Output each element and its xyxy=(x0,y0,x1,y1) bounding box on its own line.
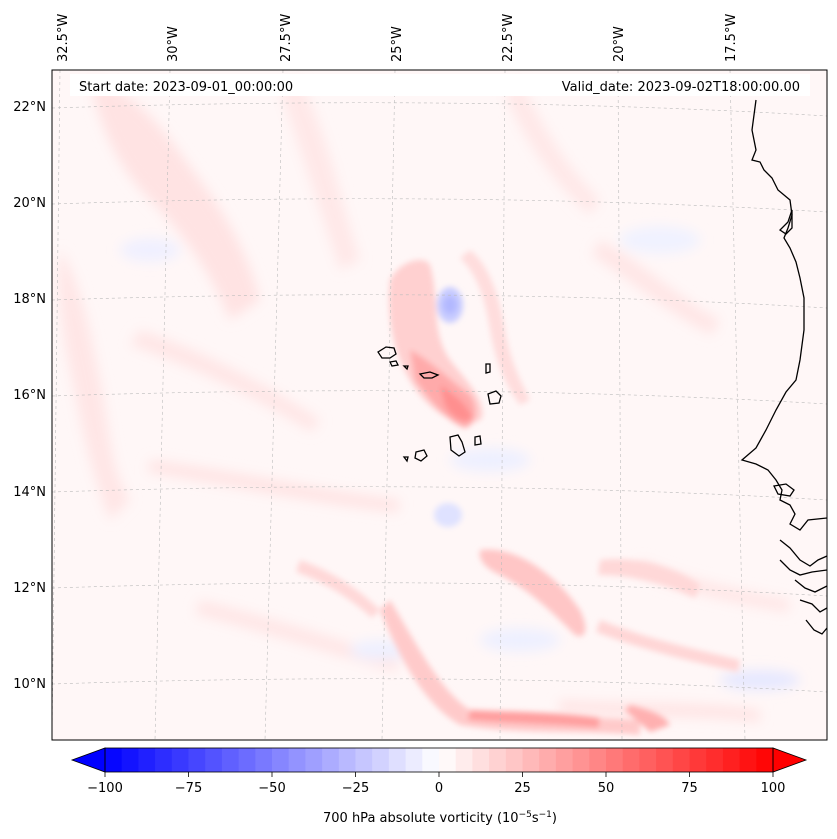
plot-area xyxy=(52,70,827,740)
colorbar-cell xyxy=(572,748,590,772)
island-brava xyxy=(402,456,409,463)
colorbar-cell xyxy=(238,748,256,772)
colorbar-cell xyxy=(606,748,624,772)
colorbar-cell xyxy=(305,748,323,772)
colorbar-tick-label: 75 xyxy=(681,781,698,796)
lat-label: 16°N xyxy=(13,388,46,403)
valid-date-label: Valid_date: 2023-09-02T18:00:00.00 xyxy=(562,80,800,95)
vorticity-field xyxy=(58,80,800,722)
colorbar-cell xyxy=(255,748,273,772)
latitude-labels: 22°N 20°N 18°N 16°N 14°N 12°N 10°N xyxy=(13,100,46,692)
island-fogo xyxy=(414,449,428,462)
colorbar-cell xyxy=(422,748,440,772)
colorbar-tick-label: 25 xyxy=(514,781,531,796)
colorbar-cell xyxy=(756,748,774,772)
island-maio xyxy=(474,435,482,446)
colorbar-tick-label: 0 xyxy=(435,781,443,796)
colorbar-cell xyxy=(522,748,540,772)
colorbar-cell xyxy=(221,748,239,772)
colorbar-tick-label: −100 xyxy=(87,781,123,796)
colorbar-cell xyxy=(322,748,340,772)
longitude-labels: 32.5°W 30°W 27.5°W 25°W 22.5°W 20°W 17.5… xyxy=(56,14,739,62)
island-santo-antao xyxy=(377,346,397,359)
plot-frame xyxy=(51,69,828,741)
header-box xyxy=(70,74,810,96)
lat-label: 18°N xyxy=(13,292,46,307)
lon-label: 30°W xyxy=(166,26,181,62)
colorbar-cell xyxy=(171,748,189,772)
colorbar-cell xyxy=(739,748,757,772)
lat-label: 12°N xyxy=(13,581,46,596)
colorbar-cell xyxy=(555,748,573,772)
colorbar-cell xyxy=(672,748,690,772)
colorbar-cell xyxy=(706,748,724,772)
africa-coastline xyxy=(740,99,827,635)
colorbar-tick-label: 50 xyxy=(598,781,615,796)
colorbar-cell xyxy=(405,748,423,772)
lon-label: 22.5°W xyxy=(501,14,516,62)
colorbar-cell xyxy=(689,748,707,772)
colorbar-cell xyxy=(272,748,290,772)
colorbar-cell xyxy=(639,748,657,772)
colorbar-cell xyxy=(622,748,640,772)
colorbar-cell xyxy=(188,748,206,772)
colorbar-tick-label: 100 xyxy=(761,781,786,796)
colorbar-cell xyxy=(388,748,406,772)
colorbar-label: 700 hPa absolute vorticity (10−5s−1) xyxy=(323,810,557,826)
lat-label: 10°N xyxy=(13,677,46,692)
colorbar-cell xyxy=(338,748,356,772)
lon-label: 27.5°W xyxy=(279,14,294,62)
lat-label: 20°N xyxy=(13,196,46,211)
lon-label: 17.5°W xyxy=(724,14,739,62)
vorticity-features xyxy=(296,250,740,735)
colorbar-cell xyxy=(155,748,173,772)
colorbar-cell xyxy=(455,748,473,772)
lon-label: 20°W xyxy=(612,26,627,62)
lat-label: 14°N xyxy=(13,485,46,500)
colorbar-cell xyxy=(505,748,523,772)
island-sao-nicolau xyxy=(418,371,440,379)
island-santiago xyxy=(449,434,466,457)
colorbar-cell xyxy=(205,748,223,772)
colorbar-tick-label: −75 xyxy=(175,781,202,796)
colorbar-cell xyxy=(489,748,507,772)
colorbar-extend-max xyxy=(772,747,808,773)
colorbar-cell xyxy=(539,748,557,772)
lon-label: 32.5°W xyxy=(56,14,71,62)
lat-label: 22°N xyxy=(13,100,46,115)
colorbar-cell xyxy=(105,748,123,772)
lon-label: 25°W xyxy=(390,26,405,62)
colorbar-cell xyxy=(372,748,390,772)
colorbar-ticks: −100 −75 −50 −25 0 25 50 75 100 xyxy=(87,772,785,796)
island-sal xyxy=(485,363,491,374)
colorbar-tick-label: −50 xyxy=(258,781,285,796)
island-boa-vista xyxy=(487,390,502,405)
island-sao-vicente xyxy=(389,360,399,367)
colorbar: −100 −75 −50 −25 0 25 50 75 100 700 hPa absolute… xyxy=(70,747,808,826)
colorbar-cell xyxy=(355,748,373,772)
colorbar-cell xyxy=(722,748,740,772)
colorbar-cell xyxy=(439,748,457,772)
island-santa-luzia xyxy=(402,365,409,371)
colorbar-tick-label: −25 xyxy=(342,781,369,796)
start-date-label: Start date: 2023-09-01_00:00:00 xyxy=(79,80,293,95)
colorbar-cells xyxy=(105,748,774,772)
colorbar-cell xyxy=(121,748,139,772)
colorbar-cell xyxy=(288,748,306,772)
colorbar-cell xyxy=(472,748,490,772)
colorbar-extend-min xyxy=(70,747,106,773)
cape-verde-islands xyxy=(377,346,502,463)
colorbar-cell xyxy=(656,748,674,772)
colorbar-cell xyxy=(138,748,156,772)
colorbar-cell xyxy=(589,748,607,772)
graticule xyxy=(52,70,827,740)
